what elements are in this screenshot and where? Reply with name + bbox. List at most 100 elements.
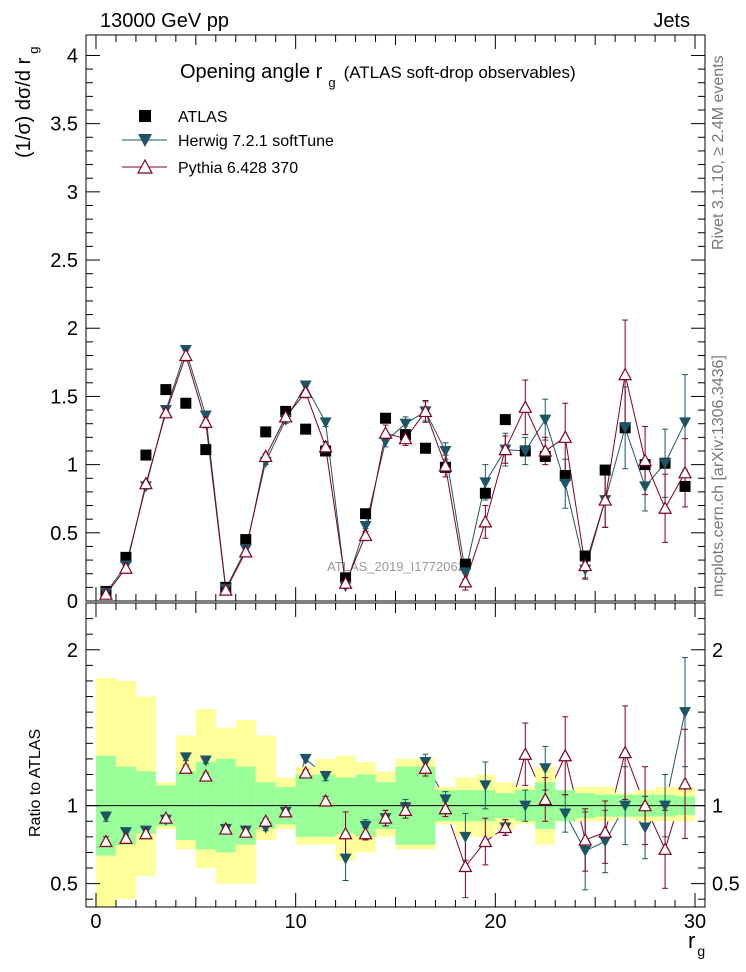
atlas-point	[499, 414, 511, 426]
mcplots-label: mcplots.cern.ch [arXiv:1306.3436]	[710, 355, 727, 597]
main-ytick-label: 0.5	[50, 523, 78, 545]
ratio-herwig-point	[199, 755, 212, 767]
main-ytick-label: 4	[67, 45, 78, 67]
watermark: ATLAS_2019_I1772062	[327, 559, 465, 574]
header-right: Jets	[653, 10, 690, 32]
ratio-herwig-point	[639, 822, 652, 834]
pythia-point	[618, 367, 633, 381]
legend-marker-atlas	[139, 110, 151, 122]
pythia-point	[558, 430, 573, 443]
herwig-point	[479, 477, 492, 489]
main-ylabel-text: (1/σ) dσ/d r	[13, 57, 35, 158]
ratio-pythia-point	[558, 748, 573, 762]
pythia-point	[458, 574, 473, 588]
herwig-point	[679, 417, 692, 429]
main-ytick-label: 3.5	[50, 114, 78, 136]
ratio-herwig-point	[679, 707, 692, 719]
ratio-ytick-label-right: 1	[712, 796, 723, 818]
ratio-pythia-point	[458, 859, 473, 873]
ratio-herwig-point	[359, 820, 372, 832]
ratio-pythia-point	[478, 834, 493, 848]
ratio-pythia-point	[638, 798, 653, 812]
ratio-pythia-point	[98, 834, 113, 848]
legend-marker-pythia	[136, 158, 154, 174]
atlas-point	[380, 412, 392, 424]
main-ytick-label: 1	[67, 455, 78, 477]
atlas-point	[459, 558, 471, 570]
ratio-ytick-label: 2	[67, 640, 78, 662]
atlas-point	[579, 550, 591, 562]
legend-marker-herwig	[138, 134, 152, 147]
ratio-pythia-point	[438, 801, 453, 815]
ratio-pythia-point	[138, 826, 153, 840]
ratio-pythia-point	[238, 824, 253, 838]
pythia-point	[578, 558, 593, 572]
legend-label-herwig: Herwig 7.2.1 softTune	[178, 133, 334, 150]
ratio-herwig-point	[539, 763, 552, 775]
main-title-rest: (ATLAS soft-drop observables)	[344, 63, 576, 82]
ratio-ytick-label: 1	[67, 796, 78, 818]
pythia-point	[218, 582, 233, 596]
atlas-point	[120, 551, 132, 563]
ratio-herwig-point	[599, 836, 612, 848]
ratio-pythia-point	[658, 842, 673, 855]
ratio-pythia-point	[338, 826, 353, 840]
main-ytick-label: 2.5	[50, 250, 78, 272]
atlas-point	[360, 508, 372, 520]
pythia-point	[278, 409, 293, 423]
pythia-point	[678, 465, 693, 479]
main-ylabel: (1/σ) dσ/d r g	[13, 47, 41, 159]
herwig-line	[105, 348, 686, 594]
ratio-herwig-point	[299, 753, 312, 765]
ratio-xtick-label: 30	[684, 911, 706, 933]
pythia-point	[338, 576, 353, 589]
ratio-xtick-label: 0	[90, 911, 101, 933]
ratio-pythia-point	[598, 824, 613, 838]
ratio-ytick-label: 0.5	[50, 874, 78, 896]
atlas-point	[180, 397, 192, 409]
ratio-pythia-point	[518, 746, 533, 760]
ratio-pythia-point	[198, 768, 213, 782]
pythia-point	[538, 443, 553, 457]
pythia-point	[238, 544, 253, 558]
ratio-pythia-point	[538, 792, 553, 806]
pythia-point	[118, 561, 133, 574]
ratio-pythia-point	[258, 814, 273, 827]
ratio-herwig-point	[319, 771, 332, 783]
atlas-point	[260, 426, 272, 438]
main-ytick-label: 3	[67, 182, 78, 204]
legend-label-atlas: ATLAS	[178, 109, 228, 126]
ratio-band-inner	[135, 771, 156, 834]
atlas-point	[140, 449, 152, 461]
pythia-point	[318, 439, 333, 453]
ratio-pythia-point	[278, 804, 293, 818]
ratio-pythia-point	[158, 810, 173, 824]
pythia-point	[398, 431, 413, 445]
ratio-herwig-point	[99, 811, 112, 823]
herwig-point	[639, 481, 652, 493]
main-ytick-label: 1.5	[50, 386, 78, 408]
main-title: Opening angle r g (ATLAS soft-drop observa…	[180, 61, 576, 90]
ratio-pythia-point	[678, 776, 693, 790]
ratio-pythia-point	[298, 765, 313, 779]
ratio-pythia-point	[358, 826, 373, 840]
ratio-herwig-point	[519, 800, 532, 812]
ratio-pythia-point	[378, 810, 393, 824]
ratio-xtick-label: 20	[484, 911, 506, 933]
ratio-pythia-point	[118, 831, 133, 845]
main-title-text: Opening angle r	[180, 61, 323, 83]
ratio-pythia-point	[618, 745, 633, 759]
herwig-point	[439, 445, 452, 457]
herwig-point	[519, 445, 532, 457]
herwig-point	[359, 520, 372, 532]
main-ytick-label: 0	[67, 591, 78, 613]
rivet-label: Rivet 3.1.10, ≥ 2.4M events	[710, 55, 727, 250]
atlas-point	[300, 423, 312, 435]
atlas-point	[559, 470, 571, 482]
ratio-ylabel: Ratio to ATLAS	[27, 729, 44, 837]
ratio-herwig-point	[659, 800, 672, 812]
atlas-point	[599, 464, 611, 476]
